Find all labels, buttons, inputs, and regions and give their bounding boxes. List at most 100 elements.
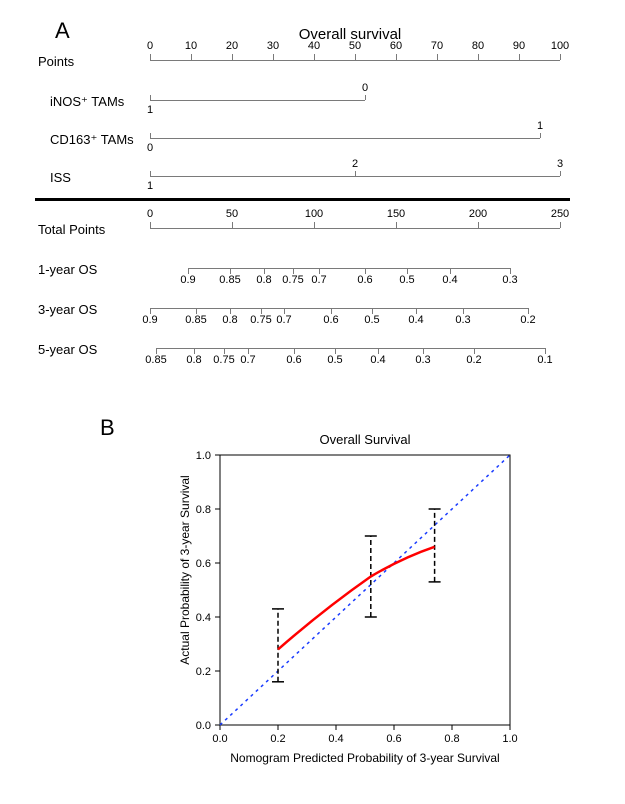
predictor-end-label: 3 xyxy=(557,158,563,170)
axis-tick-label: 10 xyxy=(185,40,197,52)
axis-tick-label: 0.3 xyxy=(502,274,517,286)
axis-tick-label: 0.5 xyxy=(399,274,414,286)
axis-tick xyxy=(560,171,561,176)
predictor-line xyxy=(150,176,560,177)
svg-text:1.0: 1.0 xyxy=(502,733,517,745)
axis-tick-label: 0.85 xyxy=(185,314,206,326)
diagonal-reference-line xyxy=(220,455,510,725)
axis-tick-label: 0 xyxy=(147,208,153,220)
y-axis-label: Actual Probability of 3-year Survival xyxy=(178,435,192,705)
panel-a-label: A xyxy=(55,18,70,44)
axis-tick-label: 0 xyxy=(147,40,153,52)
axis-tick xyxy=(355,171,356,176)
axis-tick-label: 0.4 xyxy=(408,314,423,326)
panel-a-divider xyxy=(35,198,570,201)
axis-tick xyxy=(355,54,356,60)
axis-tick xyxy=(191,54,192,60)
panel-b-title: Overall Survival xyxy=(275,432,455,447)
row-label-os3: 3-year OS xyxy=(38,302,97,317)
axis-tick-label: 70 xyxy=(431,40,443,52)
axis-tick xyxy=(150,54,151,60)
svg-text:0.2: 0.2 xyxy=(196,666,211,678)
axis-tick-label: 20 xyxy=(226,40,238,52)
axis-tick-label: 0.8 xyxy=(222,314,237,326)
axis-tick-label: 0.85 xyxy=(219,274,240,286)
axis-tick-label: 150 xyxy=(387,208,405,220)
axis-tick-label: 0.75 xyxy=(250,314,271,326)
axis-tick-label: 80 xyxy=(472,40,484,52)
predictor-end-label: 1 xyxy=(147,104,153,116)
axis-tick-label: 200 xyxy=(469,208,487,220)
axis-tick-label: 0.5 xyxy=(327,354,342,366)
axis-tick-label: 0.75 xyxy=(282,274,303,286)
svg-text:1.0: 1.0 xyxy=(196,450,211,462)
calibration-curve xyxy=(278,547,435,650)
axis-tick-label: 0.85 xyxy=(145,354,166,366)
axis-tick xyxy=(273,54,274,60)
axis-line xyxy=(150,228,560,229)
axis-tick-label: 50 xyxy=(226,208,238,220)
axis-tick xyxy=(560,222,561,228)
axis-tick-label: 0.9 xyxy=(142,314,157,326)
axis-line xyxy=(150,60,560,61)
axis-tick-label: 0.6 xyxy=(357,274,372,286)
axis-line xyxy=(188,268,510,269)
axis-tick-label: 0.7 xyxy=(311,274,326,286)
axis-tick xyxy=(232,54,233,60)
predictor-end-label: 0 xyxy=(362,82,368,94)
row-label-os5: 5-year OS xyxy=(38,342,97,357)
x-axis-label: Nomogram Predicted Probability of 3-year… xyxy=(210,751,520,765)
axis-tick xyxy=(396,222,397,228)
calibration-svg: 0.00.00.20.20.40.40.60.60.80.81.01.0 xyxy=(220,455,510,725)
svg-text:0.8: 0.8 xyxy=(196,504,211,516)
predictor-end-label: 1 xyxy=(537,120,543,132)
axis-tick xyxy=(396,54,397,60)
axis-tick-label: 0.8 xyxy=(256,274,271,286)
predictor-end-label: 1 xyxy=(147,180,153,192)
predictor-line xyxy=(150,100,365,101)
axis-tick-label: 50 xyxy=(349,40,361,52)
axis-tick xyxy=(150,133,151,138)
axis-tick-label: 0.2 xyxy=(466,354,481,366)
predictor-mid-label: 2 xyxy=(352,158,358,170)
axis-tick-label: 0.9 xyxy=(180,274,195,286)
axis-line xyxy=(150,308,528,309)
row-label-cd163: CD163⁺ TAMs xyxy=(50,132,134,148)
svg-text:0.2: 0.2 xyxy=(270,733,285,745)
svg-text:0.6: 0.6 xyxy=(196,558,211,570)
axis-tick-label: 0.7 xyxy=(276,314,291,326)
axis-tick xyxy=(314,222,315,228)
calibration-chart: 0.00.00.20.20.40.40.60.60.80.81.01.0 xyxy=(220,455,510,725)
axis-tick-label: 0.75 xyxy=(213,354,234,366)
svg-text:0.4: 0.4 xyxy=(328,733,343,745)
row-label-inos: iNOS⁺ TAMs xyxy=(50,94,124,110)
axis-tick-label: 100 xyxy=(305,208,323,220)
axis-tick-label: 0.7 xyxy=(240,354,255,366)
axis-tick xyxy=(150,95,151,100)
row-label-points: Points xyxy=(38,54,74,69)
axis-tick-label: 0.2 xyxy=(520,314,535,326)
axis-tick-label: 250 xyxy=(551,208,569,220)
axis-tick-label: 0.4 xyxy=(442,274,457,286)
axis-tick xyxy=(365,95,366,100)
row-label-total: Total Points xyxy=(38,222,105,237)
axis-tick-label: 0.6 xyxy=(286,354,301,366)
svg-text:0.8: 0.8 xyxy=(444,733,459,745)
axis-tick-label: 60 xyxy=(390,40,402,52)
axis-tick-label: 0.1 xyxy=(537,354,552,366)
svg-text:0.4: 0.4 xyxy=(196,612,211,624)
axis-tick-label: 40 xyxy=(308,40,320,52)
axis-tick-label: 0.3 xyxy=(455,314,470,326)
axis-tick-label: 90 xyxy=(513,40,525,52)
predictor-line xyxy=(150,138,540,139)
axis-tick xyxy=(150,222,151,228)
predictor-end-label: 0 xyxy=(147,142,153,154)
axis-tick xyxy=(150,171,151,176)
axis-tick xyxy=(560,54,561,60)
axis-tick xyxy=(540,133,541,138)
svg-text:0.0: 0.0 xyxy=(196,720,211,732)
axis-tick xyxy=(437,54,438,60)
axis-tick xyxy=(314,54,315,60)
svg-text:0.0: 0.0 xyxy=(212,733,227,745)
svg-text:0.6: 0.6 xyxy=(386,733,401,745)
